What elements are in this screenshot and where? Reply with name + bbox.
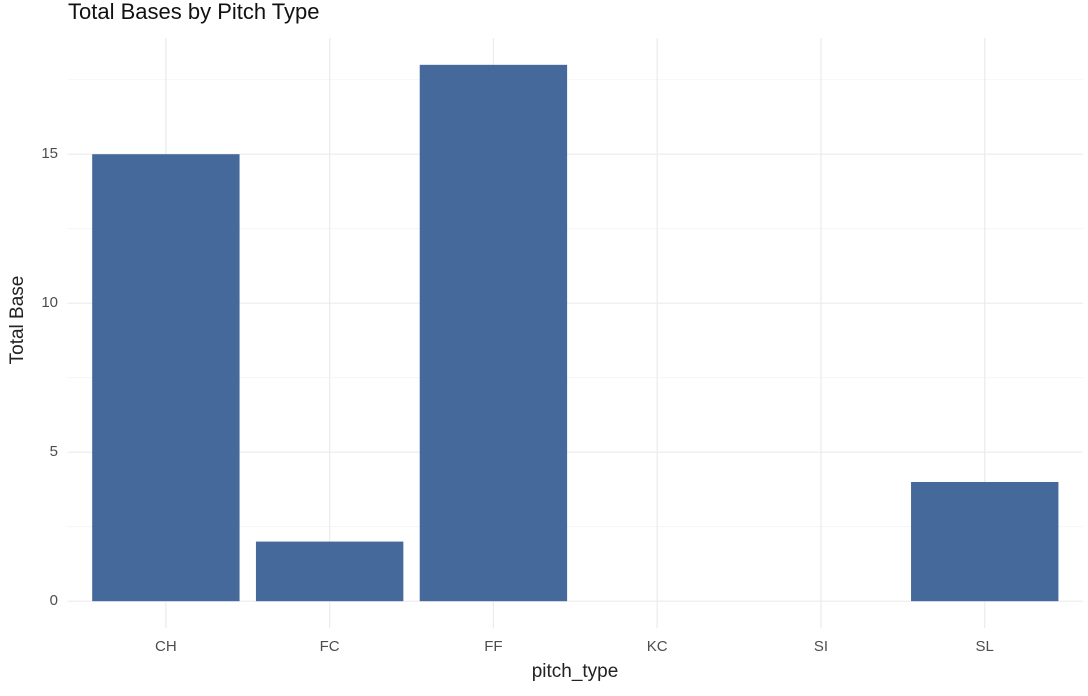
y-tick-label: 0 (50, 592, 58, 609)
chart-title: Total Bases by Pitch Type (68, 0, 320, 24)
bar (911, 481, 1059, 602)
bar (92, 154, 240, 602)
x-tick-label: FF (484, 638, 502, 655)
x-tick-label: KC (647, 638, 668, 655)
y-axis-label: Total Base (7, 276, 28, 365)
x-tick-label: FC (320, 638, 340, 655)
y-tick-label: 5 (50, 443, 58, 460)
bar (255, 541, 404, 602)
y-tick-label: 15 (41, 145, 58, 162)
x-axis-label: pitch_type (532, 661, 619, 682)
bar (419, 64, 568, 602)
x-tick-label: SI (814, 638, 828, 655)
y-tick-label: 10 (41, 294, 58, 311)
x-tick-label: CH (155, 638, 177, 655)
x-tick-label: SL (976, 638, 994, 655)
